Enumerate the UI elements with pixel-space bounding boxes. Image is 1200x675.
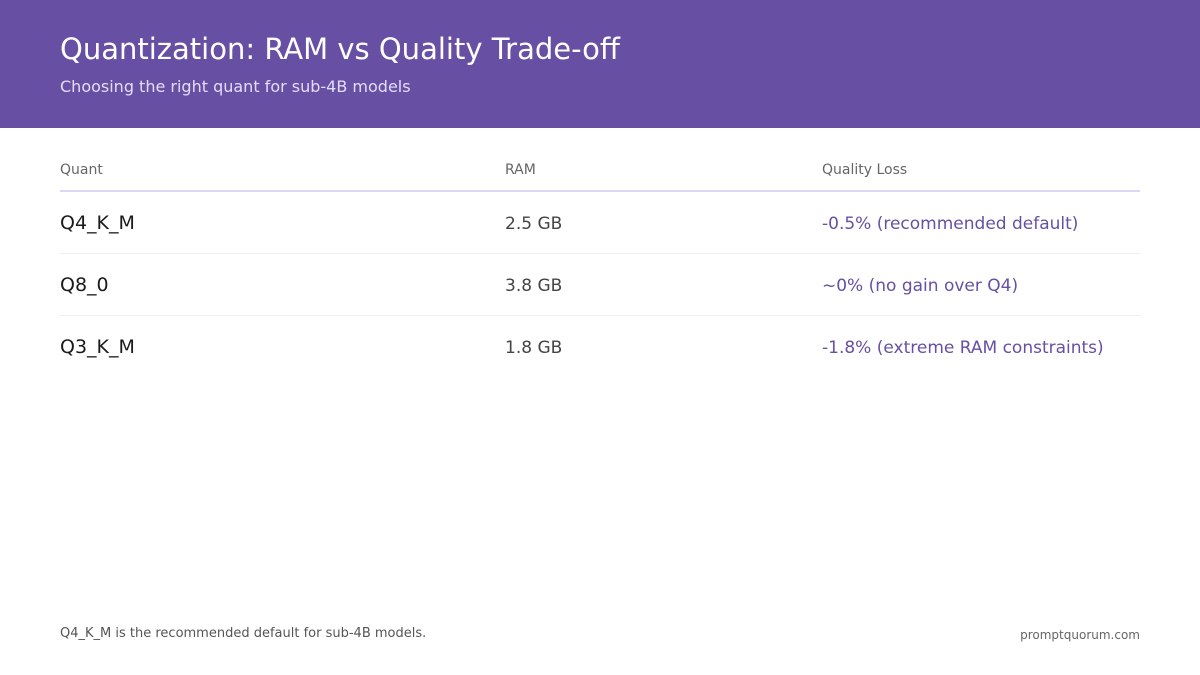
cell-ram: 3.8 GB <box>505 276 563 296</box>
cell-quality-loss: ~0% (no gain over Q4) <box>822 276 1019 296</box>
page-subtitle: Choosing the right quant for sub-4B mode… <box>60 77 411 96</box>
quant-table: Quant RAM Quality Loss Q4_K_M 2.5 GB -0.… <box>60 150 1140 377</box>
cell-quant: Q3_K_M <box>60 336 135 358</box>
page-title: Quantization: RAM vs Quality Trade-off <box>60 32 620 66</box>
cell-ram: 2.5 GB <box>505 214 563 234</box>
column-header-quality-loss: Quality Loss <box>822 162 908 178</box>
column-header-quant: Quant <box>60 162 103 178</box>
table-header: Quant RAM Quality Loss <box>60 150 1140 192</box>
footer-note: Q4_K_M is the recommended default for su… <box>60 626 427 641</box>
cell-quant: Q8_0 <box>60 274 109 296</box>
cell-quality-loss: -0.5% (recommended default) <box>822 214 1079 234</box>
cell-quant: Q4_K_M <box>60 212 135 234</box>
header-banner: Quantization: RAM vs Quality Trade-off C… <box>0 0 1200 128</box>
table-row: Q3_K_M 1.8 GB -1.8% (extreme RAM constra… <box>60 316 1140 377</box>
cell-ram: 1.8 GB <box>505 338 563 358</box>
table-row: Q4_K_M 2.5 GB -0.5% (recommended default… <box>60 192 1140 254</box>
cell-quality-loss: -1.8% (extreme RAM constraints) <box>822 338 1104 358</box>
column-header-ram: RAM <box>505 162 536 178</box>
table-row: Q8_0 3.8 GB ~0% (no gain over Q4) <box>60 254 1140 316</box>
footer-brand: promptquorum.com <box>1020 628 1140 642</box>
